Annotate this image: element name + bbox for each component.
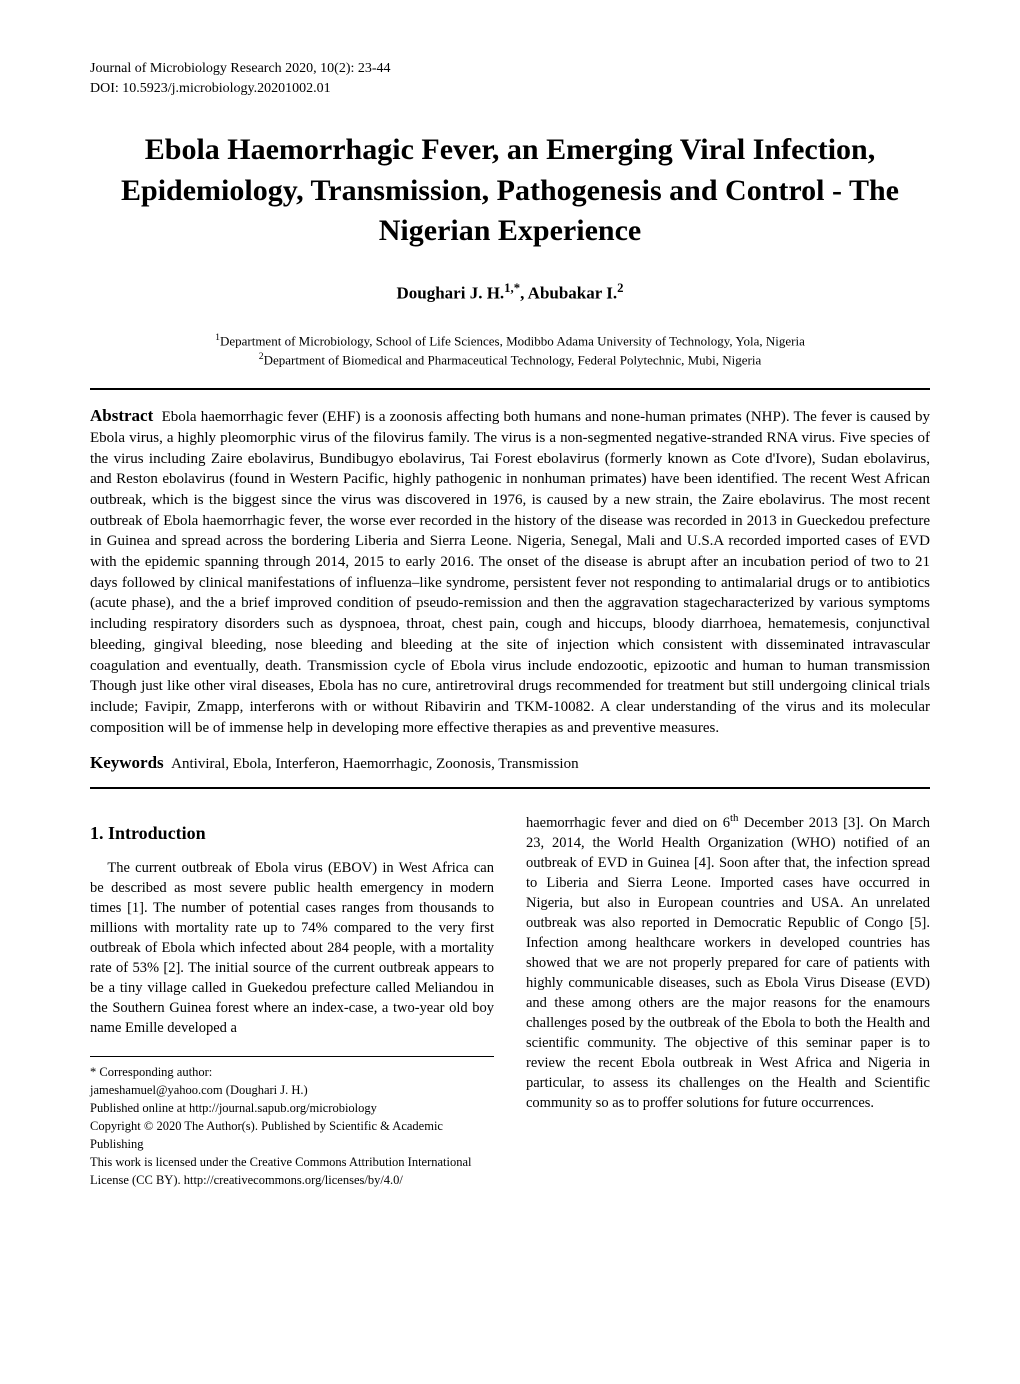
license-line-2: License (CC BY). http://creativecommons.…: [90, 1171, 494, 1189]
published-online: Published online at http://journal.sapub…: [90, 1099, 494, 1117]
authors-line: Doughari J. H.1,*, Abubakar I.2: [90, 280, 930, 305]
affiliations: 1Department of Microbiology, School of L…: [90, 331, 930, 371]
footnote-divider: [90, 1056, 494, 1057]
affiliation-2: 2Department of Biomedical and Pharmaceut…: [90, 350, 930, 370]
abstract-label: Abstract: [90, 406, 153, 425]
journal-citation: Journal of Microbiology Research 2020, 1…: [90, 60, 930, 78]
affiliation-1: 1Department of Microbiology, School of L…: [90, 331, 930, 351]
corresponding-author-email: jameshamuel@yahoo.com (Doughari J. H.): [90, 1081, 494, 1099]
section-1-heading: 1. Introduction: [90, 821, 494, 846]
column-left: 1. Introduction The current outbreak of …: [90, 811, 494, 1190]
body-columns: 1. Introduction The current outbreak of …: [90, 811, 930, 1190]
footnotes: * Corresponding author: jameshamuel@yaho…: [90, 1063, 494, 1190]
doi-line: DOI: 10.5923/j.microbiology.20201002.01: [90, 80, 930, 98]
keywords-text: Antiviral, Ebola, Interferon, Haemorrhag…: [171, 756, 578, 772]
license-line-1: This work is licensed under the Creative…: [90, 1153, 494, 1171]
intro-para-left: The current outbreak of Ebola virus (EBO…: [90, 858, 494, 1038]
abstract-text: Ebola haemorrhagic fever (EHF) is a zoon…: [90, 409, 930, 735]
divider-top: [90, 388, 930, 390]
keywords-block: Keywords Antiviral, Ebola, Interferon, H…: [90, 752, 930, 775]
keywords-label: Keywords: [90, 753, 164, 772]
intro-para-right: haemorrhagic fever and died on 6th Decem…: [526, 811, 930, 1113]
corresponding-author-label: * Corresponding author:: [90, 1063, 494, 1081]
article-title: Ebola Haemorrhagic Fever, an Emerging Vi…: [90, 130, 930, 252]
copyright-line: Copyright © 2020 The Author(s). Publishe…: [90, 1117, 494, 1153]
abstract-block: Abstract Ebola haemorrhagic fever (EHF) …: [90, 404, 930, 738]
column-right: haemorrhagic fever and died on 6th Decem…: [526, 811, 930, 1190]
divider-bottom: [90, 787, 930, 789]
